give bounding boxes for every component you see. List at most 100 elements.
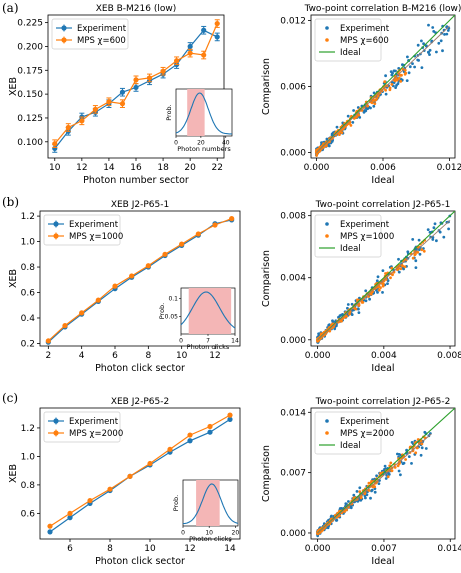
- data-point: [358, 116, 362, 119]
- legend-box: [314, 214, 382, 258]
- data-point: [95, 297, 101, 303]
- data-point: [331, 319, 334, 323]
- panel-label-b: (b): [2, 195, 19, 209]
- x-tick-label: 14: [103, 163, 115, 173]
- data-point: [393, 466, 397, 469]
- chart-4: XEB J2-P65-2 6 8 10 12 14 0.6 0.8 1.0 1.2 Photon c…: [8, 397, 241, 567]
- x-tick-label: 0.000: [304, 163, 330, 173]
- legend-entry: MPS χ=2000: [340, 429, 394, 439]
- chart-3: Two-point correlation J2-P65-1 0.000 0.004…: [261, 200, 461, 374]
- data-point: [376, 275, 380, 279]
- scatter-area: [316, 408, 455, 538]
- data-point: [407, 71, 411, 75]
- data-point: [397, 76, 401, 80]
- data-point: [351, 121, 355, 124]
- data-point: [364, 299, 368, 303]
- data-point: [377, 482, 381, 485]
- plot-frame: [310, 407, 456, 540]
- x-tick-label: 10: [176, 351, 188, 361]
- data-point: [326, 526, 330, 530]
- data-point: [406, 250, 410, 254]
- data-point: [367, 295, 370, 298]
- data-point: [207, 423, 213, 430]
- data-point: [390, 83, 394, 86]
- data-point: [420, 446, 424, 450]
- y-axis-label: XEB: [8, 464, 19, 483]
- y-tick-label: 0.000: [280, 336, 306, 346]
- data-point: [411, 238, 415, 241]
- data-point: [340, 131, 344, 135]
- chart-0: XEB B-M216 (low) 10 12 14 16 18 20 22 0.100 0.125…: [8, 4, 233, 186]
- data-point: [394, 86, 397, 89]
- data-point: [433, 222, 437, 226]
- y-tick-label: 0.004: [280, 274, 306, 284]
- data-point: [112, 283, 118, 289]
- y-tick-label: 1.0: [21, 452, 36, 462]
- data-point: [227, 416, 233, 422]
- data-point: [393, 79, 397, 83]
- x-axis-label: Photon number sector: [83, 175, 189, 186]
- x-axis-label: Photon click sector: [95, 556, 185, 567]
- data-point: [357, 307, 360, 311]
- legend-swatch: [325, 234, 329, 238]
- x-tick-label: 8: [107, 544, 113, 554]
- data-point: [45, 338, 51, 344]
- series-line: [49, 418, 231, 533]
- legend-entry: MPS χ=600: [77, 36, 126, 46]
- data-point: [365, 493, 369, 497]
- inset-x-tick-label: 14: [231, 338, 239, 345]
- x-axis-label: Ideal: [371, 175, 394, 186]
- x-axis-label: Ideal: [371, 363, 394, 374]
- data-point: [403, 72, 407, 76]
- data-point: [410, 441, 414, 444]
- data-point: [107, 486, 113, 492]
- data-point: [376, 94, 380, 98]
- x-tick-label: 14: [224, 544, 236, 554]
- data-point: [369, 106, 372, 110]
- data-point: [227, 412, 233, 418]
- plot-frame: [39, 407, 241, 540]
- data-point: [162, 251, 168, 257]
- chart-title: XEB B-M216 (low): [96, 4, 177, 14]
- inset-x-label: Photon numbers: [177, 145, 231, 153]
- data-point: [334, 519, 338, 522]
- data-point: [381, 269, 385, 272]
- data-point: [340, 319, 343, 323]
- y-tick-label: 1.2: [21, 424, 35, 434]
- legend-box: [314, 411, 382, 455]
- data-point: [67, 515, 73, 521]
- data-point: [406, 55, 409, 59]
- data-point: [428, 48, 432, 52]
- data-point: [65, 124, 71, 131]
- y-tick-label: 0.150: [17, 90, 43, 100]
- y-axis-label: XEB: [8, 77, 19, 96]
- data-point: [397, 453, 401, 456]
- y-tick-label: 0.200: [17, 42, 43, 52]
- x-tick-label: 12: [76, 163, 87, 173]
- y-tick-label: 0.4: [21, 314, 36, 324]
- data-point: [346, 303, 350, 306]
- x-tick-label: 20: [184, 163, 196, 173]
- data-point: [427, 50, 430, 54]
- y-tick-label: 0.008: [280, 212, 306, 222]
- data-point: [435, 50, 438, 54]
- data-point: [427, 23, 430, 27]
- data-point: [357, 113, 361, 117]
- x-tick-label: 6: [67, 544, 73, 554]
- data-point: [389, 461, 393, 465]
- x-tick-label: 4: [79, 351, 85, 361]
- series-line: [47, 219, 232, 343]
- data-point: [119, 89, 126, 95]
- data-point: [328, 329, 332, 333]
- x-tick-label: 0.000: [305, 544, 331, 554]
- data-point: [47, 523, 53, 529]
- y-tick-label: 0.000: [280, 529, 306, 539]
- x-tick-label: 16: [130, 163, 142, 173]
- data-point: [129, 273, 135, 279]
- inset-y-label: Prob.: [158, 303, 166, 320]
- data-point: [368, 297, 371, 301]
- data-point: [87, 497, 93, 504]
- inset-curve: [182, 483, 239, 525]
- data-point: [397, 257, 400, 261]
- y-tick-label: 0.100: [17, 138, 43, 148]
